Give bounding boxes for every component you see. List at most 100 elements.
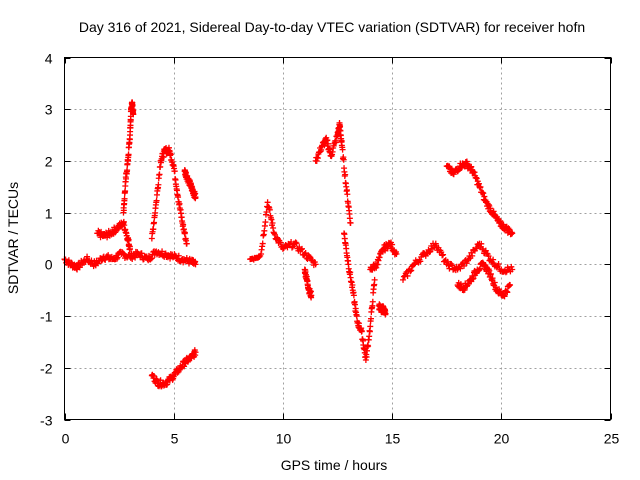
- data-point: [307, 254, 314, 261]
- data-point: [497, 217, 504, 224]
- data-point: [105, 252, 112, 259]
- data-point: [446, 265, 453, 272]
- data-point: [417, 258, 424, 265]
- data-point: [369, 298, 376, 305]
- data-point: [342, 171, 349, 178]
- data-point: [473, 175, 480, 182]
- data-point: [449, 262, 456, 269]
- data-point: [181, 229, 188, 236]
- data-point: [407, 268, 414, 275]
- data-point: [374, 261, 381, 268]
- x-tick-label: 10: [276, 431, 292, 447]
- data-point: [298, 246, 305, 253]
- data-point: [461, 286, 468, 293]
- data-point: [344, 191, 351, 198]
- data-point: [123, 175, 130, 182]
- data-point: [349, 282, 356, 289]
- data-point: [114, 254, 121, 261]
- y-tick-label: -2: [40, 361, 53, 377]
- data-point: [120, 207, 127, 214]
- data-point: [150, 226, 157, 233]
- data-point: [122, 188, 129, 195]
- data-point: [508, 263, 515, 270]
- data-point: [353, 313, 360, 320]
- data-point: [192, 194, 199, 201]
- data-point: [477, 183, 484, 190]
- data-point: [486, 267, 493, 274]
- data-point: [262, 219, 269, 226]
- x-tick-label: 5: [171, 431, 179, 447]
- data-point: [306, 253, 313, 260]
- data-point: [400, 273, 407, 280]
- y-tick-label: 0: [45, 257, 53, 273]
- data-points: [61, 99, 516, 390]
- data-point: [404, 272, 411, 279]
- data-point: [439, 252, 446, 259]
- data-point: [301, 251, 308, 258]
- data-point: [489, 275, 496, 282]
- data-point: [470, 275, 477, 282]
- data-point: [469, 252, 476, 259]
- y-tick-labels: -3 -2 -1 0 1 2 3 4: [40, 51, 53, 429]
- data-point: [382, 310, 389, 317]
- data-point: [441, 258, 448, 265]
- data-point: [308, 292, 315, 299]
- data-point: [192, 349, 199, 356]
- data-point: [130, 111, 137, 118]
- data-point: [339, 146, 346, 153]
- y-tick-label: -3: [40, 413, 53, 429]
- data-point: [88, 257, 95, 264]
- data-point: [487, 270, 494, 277]
- data-point: [153, 197, 160, 204]
- data-point: [266, 206, 273, 213]
- data-point: [408, 267, 415, 274]
- data-point: [293, 240, 300, 247]
- data-point: [138, 250, 145, 257]
- data-point: [485, 253, 492, 260]
- x-tick-label: 15: [385, 431, 401, 447]
- y-tick-label: 4: [45, 51, 53, 67]
- data-point: [124, 167, 131, 174]
- data-point: [504, 289, 511, 296]
- data-point: [351, 301, 358, 308]
- x-axis-label: GPS time / hours: [281, 457, 388, 473]
- data-point: [157, 163, 164, 170]
- data-point: [393, 251, 400, 258]
- data-point: [366, 333, 373, 340]
- data-point: [325, 140, 332, 147]
- data-point: [324, 137, 331, 144]
- data-point: [113, 255, 120, 262]
- data-point: [340, 156, 347, 163]
- y-tick-label: 1: [45, 206, 53, 222]
- y-tick-label: 2: [45, 154, 53, 170]
- y-tick-label: 3: [45, 102, 53, 118]
- y-tick-label: -1: [40, 309, 53, 325]
- data-point: [332, 139, 339, 146]
- data-point: [507, 282, 514, 289]
- data-point: [292, 239, 299, 246]
- data-point: [151, 373, 158, 380]
- data-point: [159, 248, 166, 255]
- data-point: [167, 151, 174, 158]
- data-point: [432, 240, 439, 247]
- y-axis-label: SDTVAR / TECUs: [5, 182, 21, 294]
- data-point: [299, 245, 306, 252]
- data-point: [84, 253, 91, 260]
- data-point: [358, 328, 365, 335]
- data-point: [365, 343, 372, 350]
- data-point: [509, 266, 516, 273]
- x-tick-label: 20: [494, 431, 510, 447]
- data-point: [400, 276, 407, 283]
- data-point: [264, 199, 271, 206]
- data-point: [490, 256, 497, 263]
- data-point: [183, 240, 190, 247]
- grid-lines: [64, 57, 611, 420]
- x-tick-labels: 0 5 10 15 20 25: [62, 431, 620, 447]
- data-point: [268, 216, 275, 223]
- data-point: [363, 353, 370, 360]
- data-point: [502, 269, 509, 276]
- data-point: [277, 239, 284, 246]
- data-point: [155, 181, 162, 188]
- data-point: [473, 245, 480, 252]
- data-point: [350, 292, 357, 299]
